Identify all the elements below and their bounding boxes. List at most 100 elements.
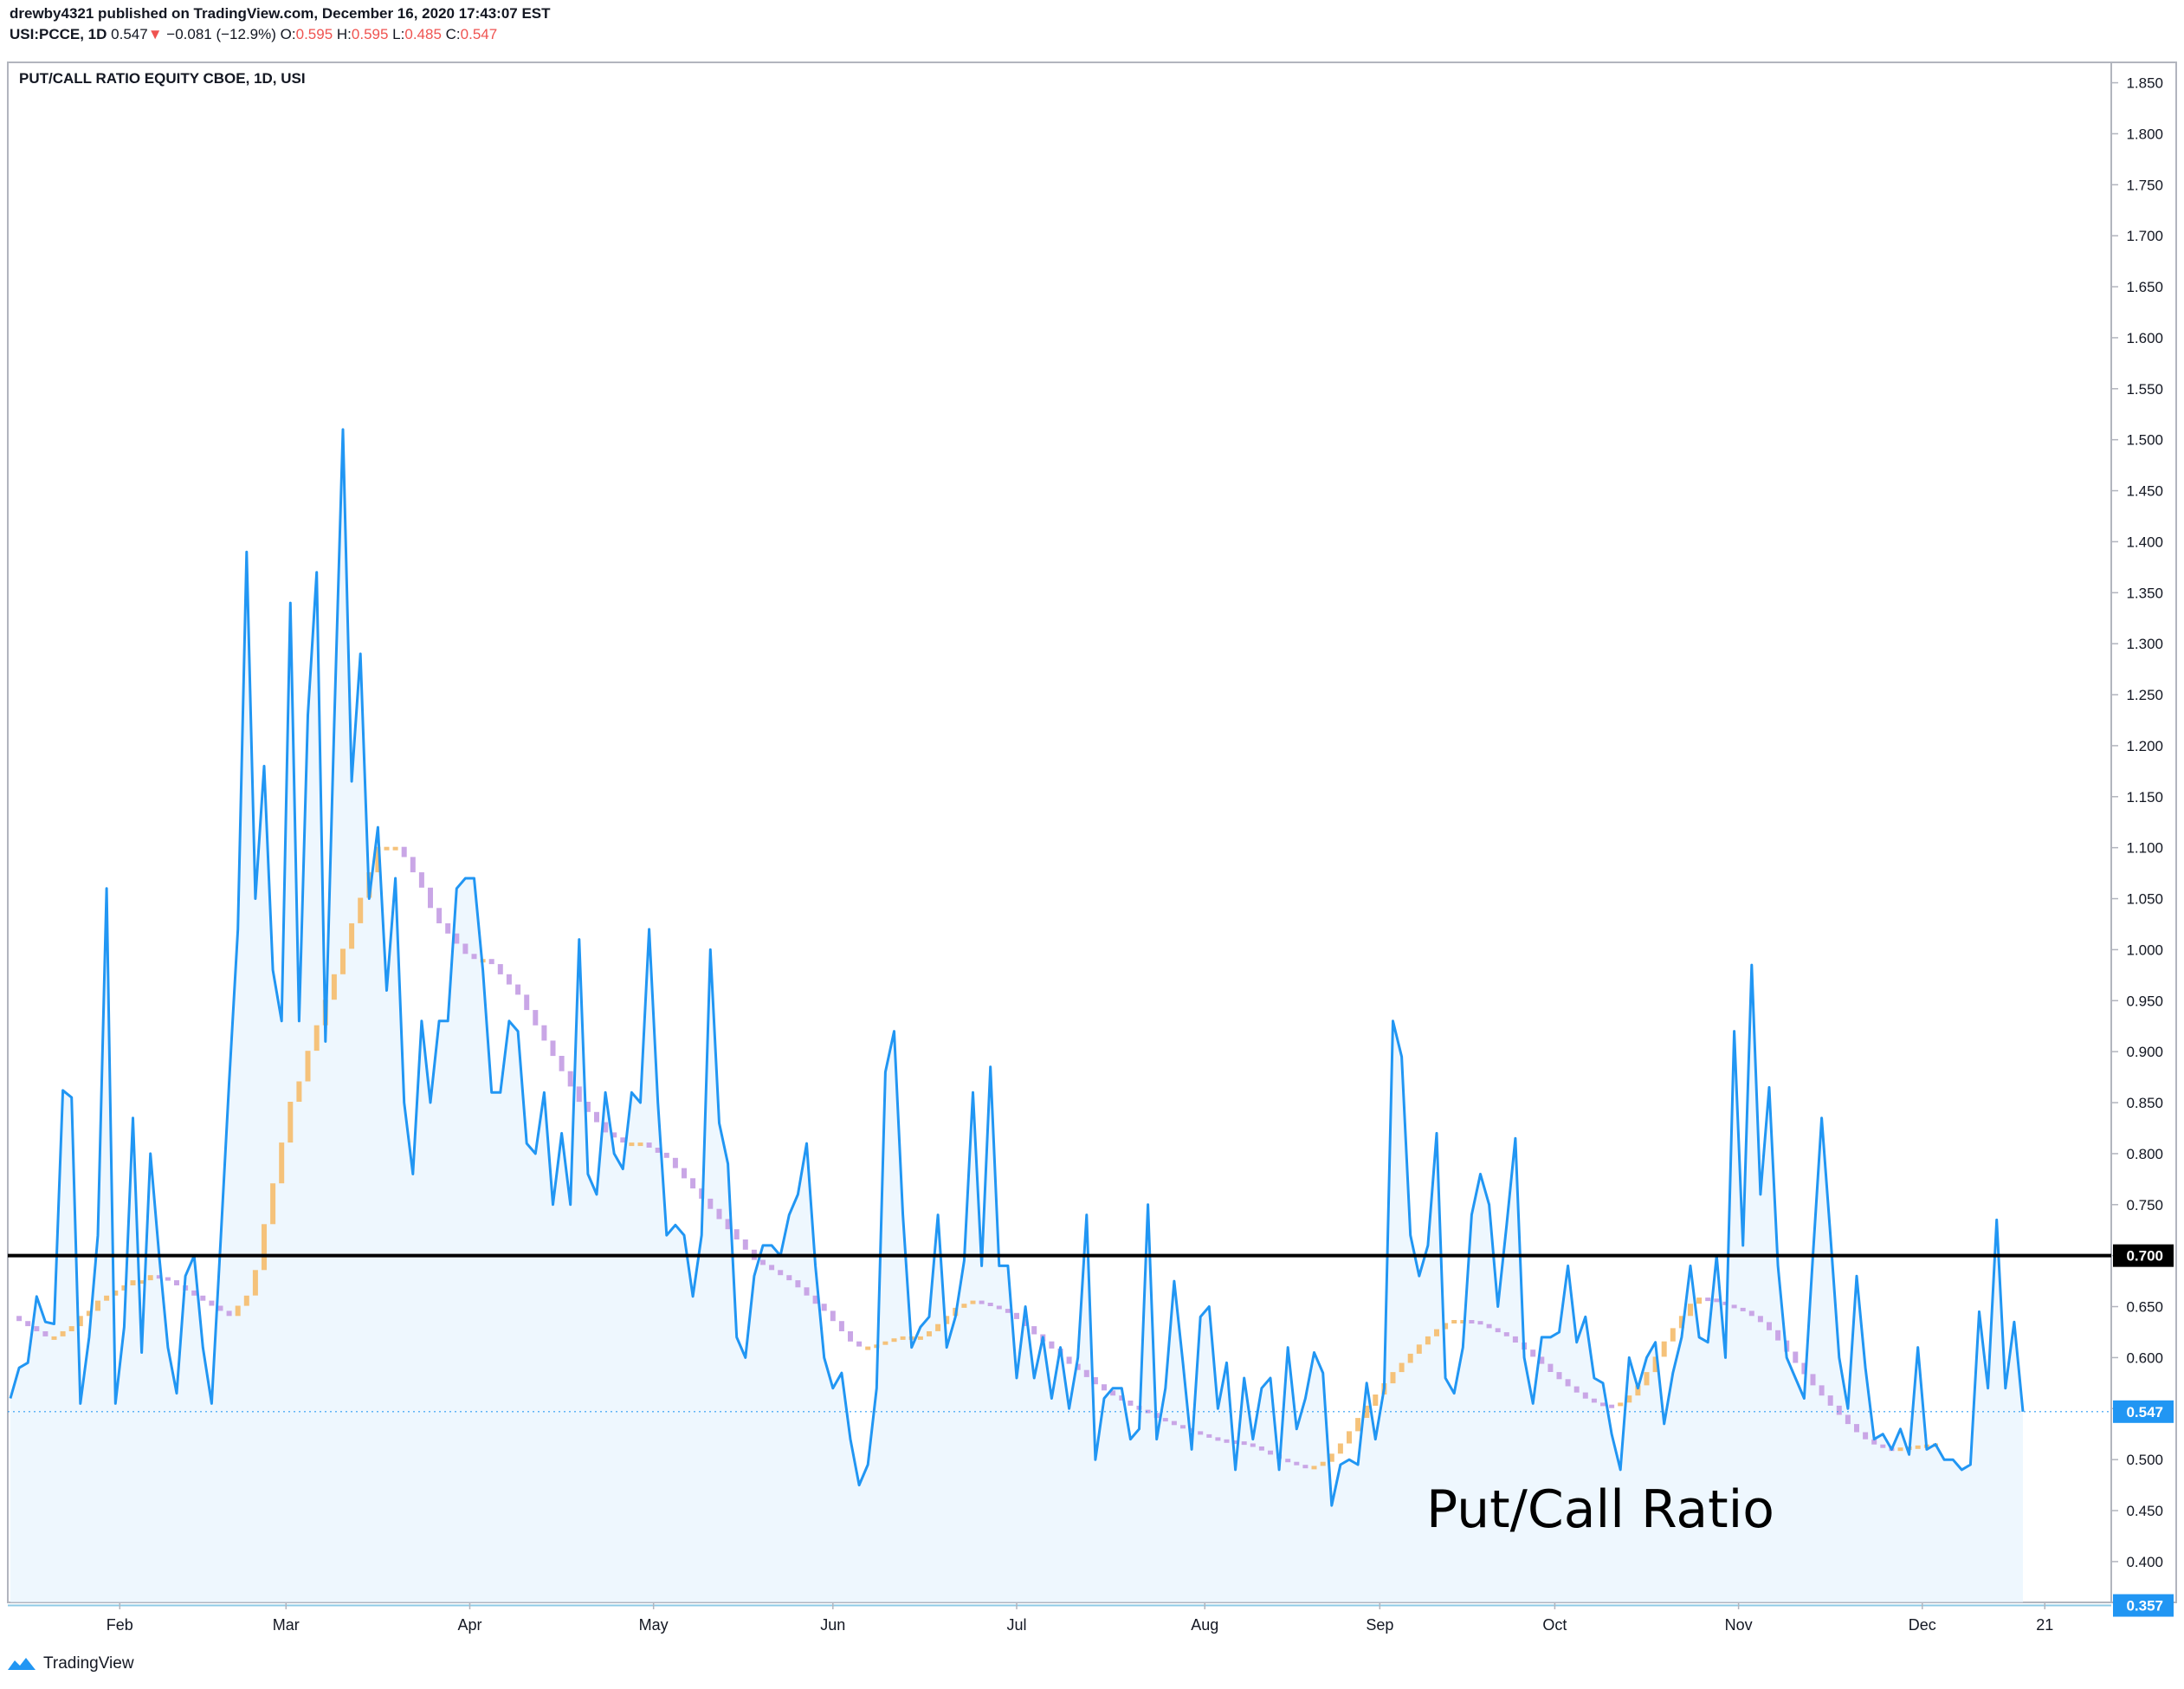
y-tick-label: 0.600 xyxy=(2126,1349,2163,1366)
ma-segment xyxy=(1337,1443,1343,1454)
y-tick-label: 0.800 xyxy=(2126,1146,2163,1162)
ma-segment xyxy=(1678,1316,1684,1329)
ma-segment xyxy=(1556,1372,1562,1380)
ma-segment xyxy=(795,1280,801,1288)
ma-segment xyxy=(961,1304,967,1308)
ma-segment xyxy=(1573,1386,1580,1393)
ma-segment xyxy=(760,1259,766,1265)
ma-segment xyxy=(51,1336,57,1340)
ma-segment xyxy=(436,908,443,923)
ma-segment xyxy=(1302,1465,1308,1469)
ma-segment xyxy=(1416,1344,1422,1354)
ma-segment xyxy=(1609,1404,1615,1408)
ma-segment xyxy=(305,1051,311,1082)
ma-segment xyxy=(725,1219,731,1230)
ma-segment xyxy=(1215,1437,1221,1441)
ma-segment xyxy=(209,1300,215,1306)
ma-segment xyxy=(1810,1374,1816,1386)
ma-segment xyxy=(987,1303,993,1306)
ma-segment xyxy=(1871,1439,1877,1445)
ma-segment xyxy=(34,1326,40,1331)
y-tick-label: 1.650 xyxy=(2126,279,2163,295)
down-arrow-icon: ▼ xyxy=(147,26,163,42)
ma-segment xyxy=(1364,1405,1370,1418)
tradingview-footer[interactable]: TradingView xyxy=(7,1654,134,1673)
ma-segment xyxy=(970,1300,976,1304)
series-line xyxy=(9,428,2025,1507)
ma-segment xyxy=(629,1142,635,1147)
ma-segment xyxy=(1618,1402,1624,1407)
ma-segment xyxy=(682,1168,687,1179)
ma-segment xyxy=(1477,1321,1483,1325)
x-tick-label: Jul xyxy=(1006,1616,1026,1634)
ma-segment xyxy=(1014,1312,1019,1319)
ma-segment xyxy=(1066,1356,1072,1364)
ma-segment xyxy=(42,1331,48,1336)
ma-segment xyxy=(576,1086,582,1103)
ma-segment xyxy=(279,1142,285,1184)
y-tick-label: 0.850 xyxy=(2126,1095,2163,1111)
ma-segment xyxy=(1748,1310,1754,1317)
ma-segment xyxy=(1102,1384,1107,1391)
ma-segment xyxy=(1023,1318,1029,1326)
low-value-label-bg xyxy=(2113,1594,2174,1617)
chart-annotation: Put/Call Ratio xyxy=(1426,1479,1774,1540)
ma-segment xyxy=(1495,1328,1501,1333)
ma-segment xyxy=(1740,1307,1746,1311)
ma-segment xyxy=(927,1331,932,1336)
ma-segment xyxy=(445,923,451,934)
ma-segment xyxy=(1206,1433,1212,1438)
ma-segment xyxy=(1224,1439,1230,1443)
ma-segment xyxy=(1767,1322,1772,1330)
ma-segment xyxy=(882,1341,888,1345)
ma-segment xyxy=(1145,1409,1151,1414)
ma-segment xyxy=(1075,1363,1081,1370)
ma-segment xyxy=(663,1152,669,1158)
ma-segment xyxy=(1294,1461,1300,1466)
publisher-text: drewby4321 published on TradingView.com,… xyxy=(10,5,551,22)
ma-segment xyxy=(1836,1405,1842,1415)
ma-segment xyxy=(497,964,503,974)
ma-segment xyxy=(392,846,398,851)
ma-segment xyxy=(515,984,521,995)
open-value: 0.595 xyxy=(295,26,333,42)
ma-segment xyxy=(1722,1301,1728,1305)
close-label: C: xyxy=(445,26,461,42)
ma-segment xyxy=(156,1275,162,1279)
ma-segment xyxy=(865,1346,871,1350)
low-value-label: 0.357 xyxy=(2126,1598,2163,1615)
y-tick-label: 0.900 xyxy=(2126,1044,2163,1060)
ma-segment xyxy=(672,1157,678,1168)
ma-segment xyxy=(488,959,494,965)
ma-segment xyxy=(471,954,477,960)
ma-segment xyxy=(1503,1332,1509,1336)
ma-segment xyxy=(891,1338,897,1343)
ma-segment xyxy=(1539,1356,1545,1364)
ma-segment xyxy=(147,1275,153,1281)
ma-segment xyxy=(567,1071,573,1087)
series-area xyxy=(10,429,2023,1602)
y-tick-label: 1.250 xyxy=(2126,687,2163,703)
ma-segment xyxy=(1285,1459,1291,1463)
ma-segment xyxy=(331,974,337,1000)
ma-segment xyxy=(1443,1323,1449,1330)
ma-segment xyxy=(340,948,346,974)
ma-segment xyxy=(830,1310,836,1322)
publisher-line: drewby4321 published on TradingView.com,… xyxy=(10,5,551,23)
ma-segment xyxy=(1171,1420,1177,1426)
ma-segment xyxy=(1915,1445,1921,1449)
chart-title: PUT/CALL RATIO EQUITY CBOE, 1D, USI xyxy=(19,70,306,87)
ma-segment xyxy=(1451,1320,1457,1323)
ma-segment xyxy=(1092,1377,1098,1385)
ma-segment xyxy=(1460,1320,1466,1323)
ma-segment xyxy=(410,857,416,873)
ma-segment xyxy=(778,1270,784,1276)
ma-segment xyxy=(646,1142,652,1148)
ma-segment xyxy=(1390,1372,1396,1384)
y-tick-label: 1.600 xyxy=(2126,330,2163,346)
x-tick-label: Feb xyxy=(107,1616,133,1634)
ma-segment xyxy=(585,1102,591,1112)
ma-segment xyxy=(821,1304,827,1311)
price-change: −0.081 (−12.9%) xyxy=(166,26,276,42)
